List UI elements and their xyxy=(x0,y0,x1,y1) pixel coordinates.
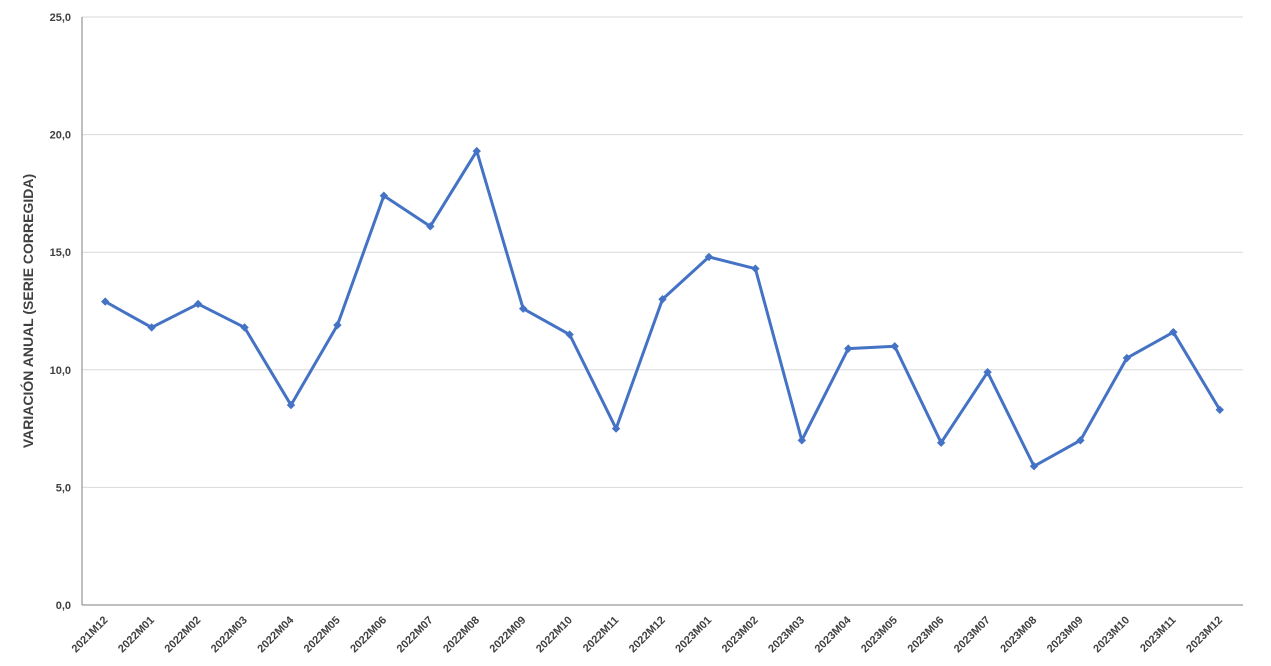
data-point-marker xyxy=(844,344,853,353)
data-point-marker xyxy=(379,191,389,200)
y-tick-labels: 0,0 5,0 10,0 15,0 20,0 25,0 xyxy=(50,12,71,612)
data-point-marker xyxy=(797,436,807,445)
y-tick-label: 25,0 xyxy=(50,12,71,24)
x-tick-label: 2021M12 xyxy=(70,614,111,655)
x-tick-label: 2022M12 xyxy=(627,614,668,655)
axes xyxy=(81,17,1243,606)
series xyxy=(101,146,1224,471)
data-point-marker xyxy=(147,323,156,332)
x-tick-label: 2023M11 xyxy=(1138,614,1178,654)
x-tick-labels: 2021M12 2022M01 2022M02 2022M03 2022M04 2022M… xyxy=(70,614,1225,656)
x-tick-label: 2023M06 xyxy=(906,614,947,655)
data-point-marker xyxy=(565,330,574,339)
data-point-marker xyxy=(472,146,481,156)
x-tick-label: 2022M11 xyxy=(581,614,621,654)
x-tick-label: 2023M09 xyxy=(1045,614,1086,655)
y-tick-label: 0,0 xyxy=(56,600,71,612)
x-tick-label: 2022M06 xyxy=(348,614,389,655)
x-tick-label: 2023M07 xyxy=(952,614,993,655)
data-point-marker xyxy=(611,424,621,433)
x-tick-label: 2023M05 xyxy=(859,614,900,655)
data-point-marker xyxy=(936,438,946,447)
y-tick-label: 20,0 xyxy=(50,130,71,142)
x-tick-label: 2022M07 xyxy=(395,614,436,655)
x-tick-label: 2023M12 xyxy=(1184,614,1225,655)
data-point-marker xyxy=(1169,327,1178,337)
y-tick-label: 5,0 xyxy=(56,482,71,494)
data-point-marker xyxy=(426,222,435,231)
data-point-marker xyxy=(333,320,342,330)
data-point-marker xyxy=(286,400,296,410)
data-point-marker xyxy=(658,295,667,304)
x-tick-label: 2022M03 xyxy=(209,614,250,655)
data-point-marker xyxy=(983,367,992,377)
x-tick-label: 2022M02 xyxy=(162,614,203,655)
x-tick-label: 2022M10 xyxy=(534,614,575,655)
x-tick-label: 2022M01 xyxy=(116,614,157,655)
data-point-marker xyxy=(890,342,899,351)
data-point-marker xyxy=(1076,436,1085,445)
x-tick-label: 2023M08 xyxy=(998,614,1039,655)
x-tick-label: 2022M09 xyxy=(488,614,529,655)
data-point-marker xyxy=(193,299,203,309)
data-point-marker xyxy=(1215,405,1224,414)
data-point-marker xyxy=(704,252,714,262)
x-tick-label: 2023M03 xyxy=(766,614,807,655)
data-point-marker xyxy=(240,323,249,332)
data-point-marker xyxy=(101,297,110,306)
x-tick-label: 2022M05 xyxy=(302,614,343,655)
data-point-marker xyxy=(518,304,528,313)
data-point-marker xyxy=(751,264,760,273)
y-tick-label: 10,0 xyxy=(50,365,71,377)
x-tick-label: 2023M01 xyxy=(673,614,714,655)
y-tick-label: 15,0 xyxy=(50,247,71,259)
x-tick-label: 2023M10 xyxy=(1091,614,1132,655)
data-point-marker xyxy=(1122,353,1132,363)
series-line xyxy=(103,149,1222,468)
x-tick-label: 2023M04 xyxy=(813,614,855,656)
x-tick-label: 2022M04 xyxy=(255,614,297,656)
data-point-marker xyxy=(1029,462,1039,471)
x-tick-label: 2023M02 xyxy=(720,614,761,655)
x-tick-label: 2022M08 xyxy=(441,614,482,655)
gridlines xyxy=(82,16,1243,488)
y-axis-title: VARIACIÓN ANUAL (SERIE CORREGIDA) xyxy=(19,174,36,448)
